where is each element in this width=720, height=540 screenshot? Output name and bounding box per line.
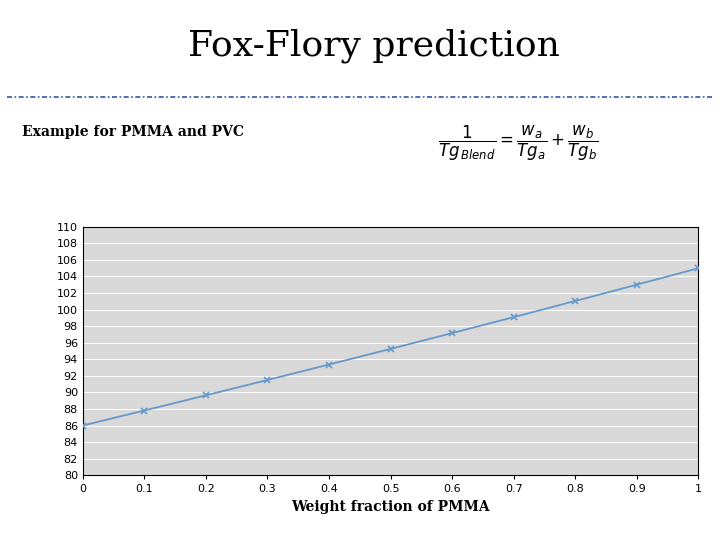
Text: $\dfrac{1}{Tg_{\,Blend}} = \dfrac{w_a}{Tg_a} + \dfrac{w_b}{Tg_b}$: $\dfrac{1}{Tg_{\,Blend}} = \dfrac{w_a}{T… (438, 124, 598, 163)
X-axis label: Weight fraction of PMMA: Weight fraction of PMMA (292, 500, 490, 514)
Text: Fox-Flory prediction: Fox-Flory prediction (189, 29, 560, 63)
Text: Example for PMMA and PVC: Example for PMMA and PVC (22, 125, 243, 139)
